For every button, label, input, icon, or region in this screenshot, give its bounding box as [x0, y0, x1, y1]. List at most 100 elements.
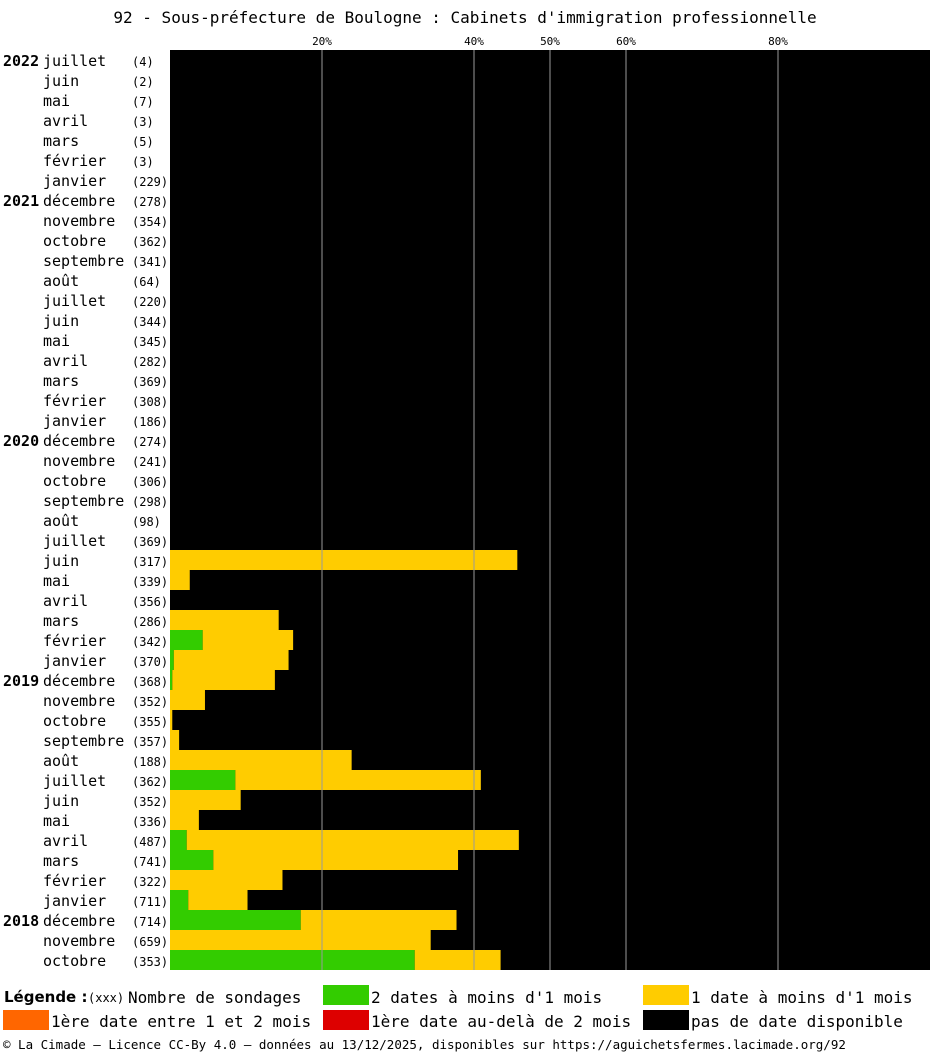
count-label: (487) [132, 835, 168, 849]
legend-title: Légende : [4, 988, 88, 1006]
legend-count-label: Nombre de sondages [128, 988, 302, 1007]
bar-yellow-45 [414, 950, 501, 970]
count-label: (711) [132, 895, 168, 909]
count-label: (7) [132, 95, 154, 109]
month-label: août [43, 752, 79, 770]
month-label: juin [43, 312, 79, 330]
count-label: (241) [132, 455, 168, 469]
month-label: février [43, 872, 106, 890]
legend: Légende : (xxx) Nombre de sondages 2 dat… [0, 984, 930, 1034]
month-label: décembre [43, 432, 115, 450]
count-label: (714) [132, 915, 168, 929]
bar-yellow-42 [188, 890, 248, 910]
month-label: décembre [43, 672, 115, 690]
count-label: (98) [132, 515, 161, 529]
month-label: mars [43, 132, 79, 150]
bar-green-40 [170, 850, 214, 870]
count-label: (3) [132, 115, 154, 129]
count-label: (741) [132, 855, 168, 869]
month-label: novembre [43, 932, 115, 950]
count-label: (278) [132, 195, 168, 209]
month-label: septembre [43, 732, 124, 750]
month-label: mars [43, 612, 79, 630]
month-label: septembre [43, 492, 124, 510]
month-label: mai [43, 92, 70, 110]
month-label: janvier [43, 172, 106, 190]
bar-green-39 [170, 830, 187, 850]
bar-green-43 [170, 910, 301, 930]
month-label: février [43, 152, 106, 170]
legend-swatch-black [643, 1010, 689, 1030]
count-label: (370) [132, 655, 168, 669]
count-label: (659) [132, 935, 168, 949]
bar-yellow-29 [202, 630, 294, 650]
month-label: janvier [43, 412, 106, 430]
count-label: (345) [132, 335, 168, 349]
month-label: décembre [43, 912, 115, 930]
count-label: (3) [132, 155, 154, 169]
month-label: avril [43, 832, 88, 850]
bar-yellow-31 [172, 670, 275, 690]
legend-swatch-yellow [643, 985, 689, 1005]
month-label: octobre [43, 712, 106, 730]
count-label: (4) [132, 55, 154, 69]
bar-yellow-25 [170, 550, 518, 570]
bar-chart: 20% 40% 50% 60% 80%2022 juillet (4)juin (2)mai(… [3, 35, 930, 970]
month-label: avril [43, 352, 88, 370]
month-label: mai [43, 812, 70, 830]
count-label: (336) [132, 815, 168, 829]
year-label: 2021 [3, 192, 39, 210]
bar-yellow-28 [170, 610, 279, 630]
month-label: juin [43, 792, 79, 810]
count-label: (339) [132, 575, 168, 589]
year-label: 2022 [3, 52, 39, 70]
bar-yellow-30 [173, 650, 289, 670]
bar-yellow-44 [170, 930, 431, 950]
count-label: (308) [132, 395, 168, 409]
count-label: (354) [132, 215, 168, 229]
month-label: mars [43, 372, 79, 390]
count-label: (357) [132, 735, 168, 749]
bar-yellow-37 [170, 790, 241, 810]
bar-yellow-35 [170, 750, 352, 770]
x-tick-label: 60% [616, 35, 636, 48]
month-label: avril [43, 592, 88, 610]
count-label: (306) [132, 475, 168, 489]
count-label: (5) [132, 135, 154, 149]
month-label: janvier [43, 892, 106, 910]
month-label: août [43, 272, 79, 290]
month-label: juillet [43, 52, 106, 70]
month-label: avril [43, 112, 88, 130]
legend-swatch-red [323, 1010, 369, 1030]
bar-green-31 [170, 670, 173, 690]
count-label: (282) [132, 355, 168, 369]
year-label: 2018 [3, 912, 39, 930]
month-label: décembre [43, 192, 115, 210]
count-label: (368) [132, 675, 168, 689]
count-label: (188) [132, 755, 168, 769]
count-label: (356) [132, 595, 168, 609]
bar-yellow-43 [300, 910, 457, 930]
month-label: février [43, 632, 106, 650]
month-label: novembre [43, 212, 115, 230]
legend-count-hint: (xxx) [88, 991, 125, 1005]
month-label: juillet [43, 772, 106, 790]
month-label: février [43, 392, 106, 410]
bar-yellow-33 [170, 710, 173, 730]
legend-swatch-green [323, 985, 369, 1005]
count-label: (2) [132, 75, 154, 89]
bar-yellow-34 [170, 730, 180, 750]
month-label: juin [43, 552, 79, 570]
month-label: novembre [43, 452, 115, 470]
month-label: janvier [43, 652, 106, 670]
count-label: (352) [132, 795, 168, 809]
count-label: (344) [132, 315, 168, 329]
count-label: (274) [132, 435, 168, 449]
count-label: (64) [132, 275, 161, 289]
year-label: 2020 [3, 432, 39, 450]
count-label: (362) [132, 775, 168, 789]
month-label: juillet [43, 292, 106, 310]
legend-label-green: 2 dates à moins d'1 mois [371, 988, 603, 1007]
month-label: mai [43, 332, 70, 350]
bar-yellow-40 [213, 850, 459, 870]
